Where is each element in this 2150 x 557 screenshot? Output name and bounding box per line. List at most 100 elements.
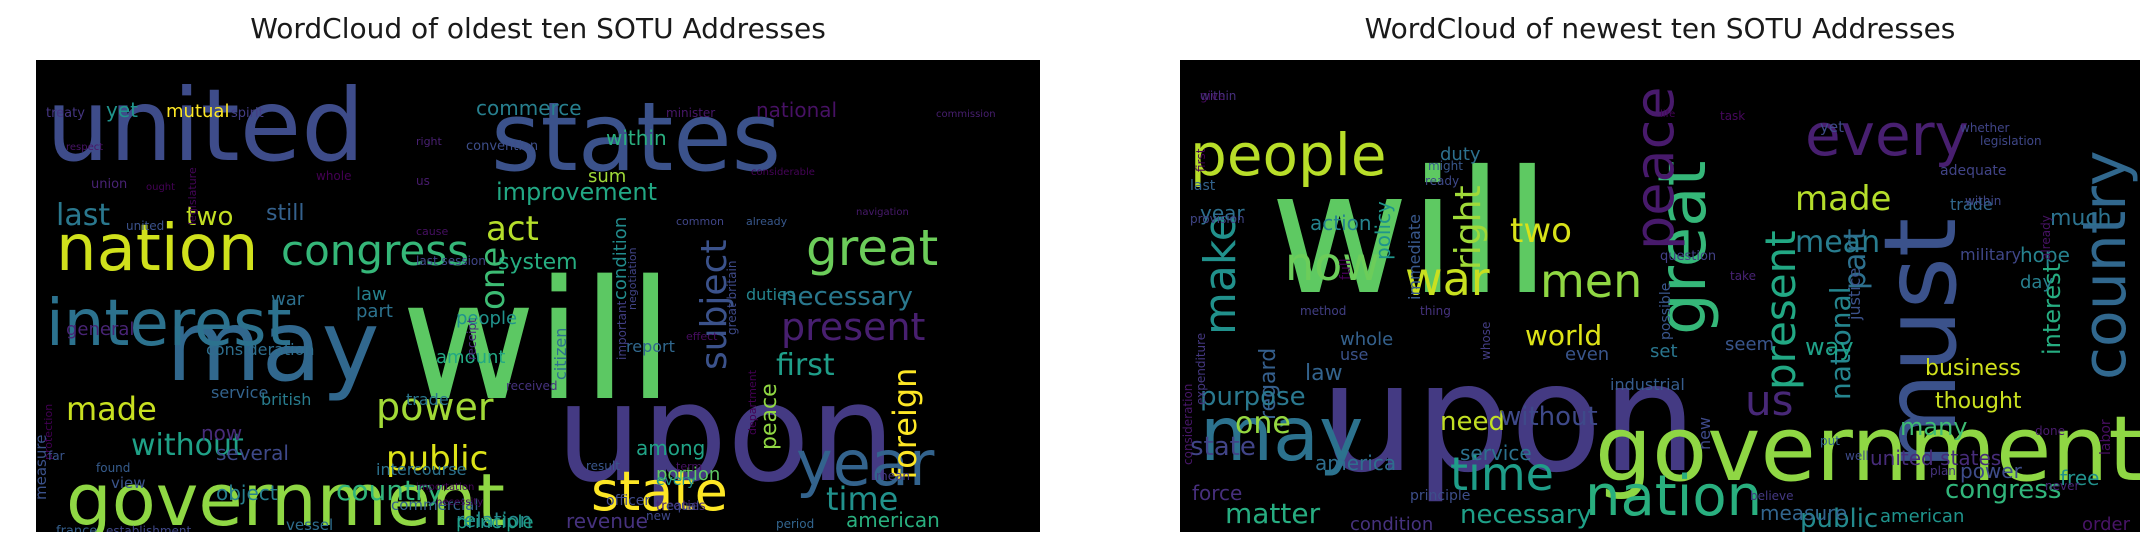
wordcloud-right: will upon must government may great country peo…	[1180, 60, 2140, 532]
word-new: new	[646, 509, 671, 523]
word-importation: importation	[416, 482, 474, 493]
word-interest: interest	[2038, 263, 2066, 355]
word-first: first	[776, 348, 835, 383]
wordcloud-left: will upon states united may government nation i…	[36, 60, 1040, 532]
word-commercial: commercial	[391, 496, 479, 514]
word-need: need	[1440, 407, 1505, 437]
word-union: union	[91, 177, 127, 192]
word-measure: measure	[1760, 501, 1847, 525]
word-use: use	[1340, 345, 1368, 364]
word-full: full	[1338, 258, 1354, 280]
word-necessity: necessity	[436, 497, 483, 508]
word-united-states: united states	[1870, 446, 2001, 470]
word-effect: effect	[686, 330, 718, 343]
word-peace: peace	[1623, 86, 1686, 250]
word-day: day	[2020, 272, 2053, 293]
word-national: national	[1824, 287, 1857, 400]
word-regard: regard	[1256, 348, 1281, 420]
word-public: public	[1800, 504, 1878, 532]
word-state: state	[1190, 432, 1256, 462]
word-justice: justice	[1845, 268, 1864, 321]
word-make: make	[1195, 214, 1246, 335]
word-provision: provision	[1190, 212, 1245, 226]
word-force: force	[1192, 481, 1242, 505]
word-last-session: last session	[416, 254, 486, 268]
word-treaty: treaty	[46, 106, 85, 121]
word-adequate: adequate	[1940, 163, 2007, 179]
word-mean: mean	[1795, 225, 1880, 260]
word-amount: amount	[436, 347, 505, 368]
word-american: american	[1880, 506, 1964, 527]
word-policy: policy	[1371, 201, 1395, 260]
word-legislature: legislature	[186, 167, 199, 225]
word-service: service	[211, 383, 268, 402]
word-upon: upon	[1320, 332, 1697, 506]
word-us: us	[1745, 376, 1794, 425]
word-view: view	[111, 474, 146, 492]
word-even: even	[1565, 344, 1609, 365]
word-without: without	[131, 428, 244, 463]
word-respect: respect	[66, 142, 103, 153]
word-might: might	[1428, 159, 1463, 173]
word-object: object	[216, 481, 278, 505]
word-plan: plan	[1930, 464, 1956, 478]
word-already: already	[746, 215, 788, 228]
word-way: way	[1805, 333, 1854, 361]
word-period: period	[776, 517, 814, 531]
word-thing: thing	[1420, 304, 1451, 318]
word-matter: matter	[1225, 497, 1321, 530]
word-industrial: industrial	[1610, 375, 1685, 394]
word-thought: thought	[1935, 389, 2022, 414]
word-world: world	[1525, 319, 1602, 352]
word-great: great	[1644, 160, 1721, 335]
word-establishment: establishment	[106, 524, 192, 532]
word-far: far	[48, 449, 65, 463]
word-peace: peace	[757, 383, 782, 450]
word-task: task	[1720, 109, 1745, 123]
word-believe: believe	[1750, 489, 1794, 503]
word-american: american	[846, 508, 940, 532]
word-ready: ready	[1425, 174, 1459, 188]
word-legislation: legislation	[1980, 134, 2042, 148]
right-panel-title: WordCloud of newest ten SOTU Addresses	[1364, 12, 1956, 45]
word-duty: duty	[1440, 144, 1481, 165]
word-now: now	[201, 421, 242, 445]
word-last: last	[56, 198, 110, 233]
word-common: common	[676, 215, 724, 228]
wordcloud-left-svg: willuponstatesunitedmaygovernmentnationi…	[36, 67, 996, 532]
word-must: must	[1862, 218, 1979, 470]
word-navigation: navigation	[856, 207, 909, 218]
word-yet: yet	[1820, 118, 1844, 136]
word-negotiation: negotiation	[626, 247, 639, 310]
word-government: government	[1595, 397, 2140, 502]
word-subject: subject	[694, 240, 735, 370]
word-minister: minister	[666, 106, 715, 120]
word-labor: labor	[2098, 419, 2114, 455]
word-nation: nation	[1585, 464, 1762, 529]
word-foreign: foreign	[886, 368, 924, 480]
word-principle: principle	[456, 512, 534, 532]
word-act: act	[486, 209, 539, 249]
word-ought: ought	[146, 182, 175, 193]
word-people: people	[1190, 121, 1387, 189]
word-vessel: vessel	[286, 516, 333, 532]
word-well: well	[1845, 449, 1869, 463]
word-right: right	[416, 135, 443, 148]
word-yet: yet	[106, 98, 138, 122]
word-whole: whole	[316, 169, 351, 183]
word-last: last	[1190, 178, 1216, 194]
word-receipt: receipt	[465, 318, 479, 360]
word-revenue: revenue	[566, 509, 648, 532]
word-now: now	[1285, 237, 1380, 291]
word-received: received	[506, 379, 557, 393]
word-result: result	[586, 459, 620, 473]
word-power: power	[376, 385, 494, 429]
word-protection: protection	[42, 404, 55, 460]
word-condition: condition	[610, 217, 631, 300]
word-one: one	[1235, 406, 1291, 441]
word-mean: mean	[876, 469, 910, 483]
word-public: public	[386, 439, 488, 479]
word-hope: hope	[2020, 243, 2070, 267]
word-united: united	[46, 67, 365, 184]
